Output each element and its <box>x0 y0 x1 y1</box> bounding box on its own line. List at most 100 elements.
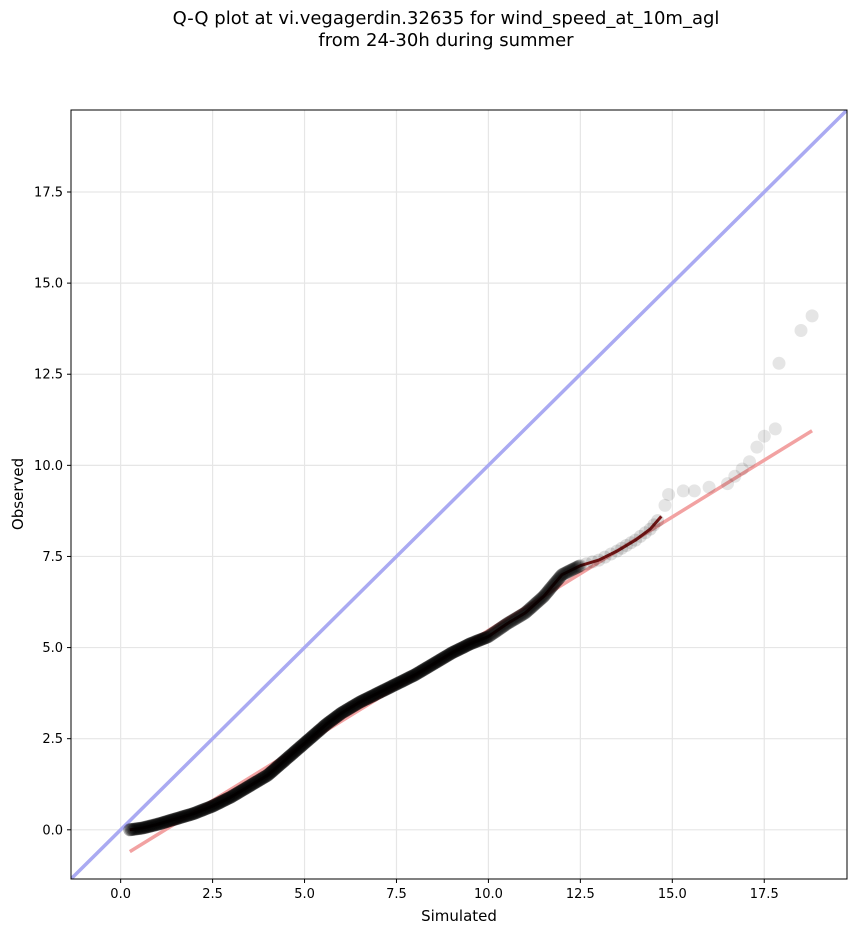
qq-point <box>401 672 414 685</box>
qq-point <box>360 692 374 706</box>
x-tick-label: 12.5 <box>566 887 595 902</box>
qq-point <box>203 800 217 814</box>
qq-point <box>526 599 540 613</box>
qq-point <box>474 633 487 647</box>
qq-point <box>540 585 554 599</box>
qq-point <box>470 634 484 648</box>
reference-line <box>71 110 847 879</box>
qq-point <box>350 697 364 711</box>
qq-point <box>374 685 387 699</box>
qq-point <box>131 822 145 836</box>
qq-point <box>138 820 152 834</box>
qq-point <box>557 567 571 580</box>
qq-point <box>647 518 661 532</box>
qq-point <box>166 813 180 827</box>
qq-point <box>370 687 384 701</box>
qq-point <box>244 778 258 792</box>
qq-point <box>528 597 542 611</box>
qq-point <box>270 760 284 774</box>
qq-point <box>383 680 397 694</box>
qq-point <box>152 817 166 831</box>
qq-point <box>424 658 438 672</box>
qq-point <box>189 806 202 820</box>
qq-point <box>414 664 428 678</box>
qq-point <box>319 718 333 732</box>
qq-point <box>273 757 287 771</box>
qq-point <box>224 790 238 804</box>
qq-point <box>533 593 546 607</box>
qq-point <box>213 796 227 809</box>
qq-tail-point <box>743 455 756 469</box>
qq-point <box>428 656 441 670</box>
qq-point <box>570 560 584 574</box>
qq-point <box>586 555 600 569</box>
qq-point <box>388 678 402 692</box>
qq-point <box>261 768 275 782</box>
qq-point <box>140 820 154 834</box>
qq-point <box>320 717 334 731</box>
qq-point <box>559 566 573 580</box>
qq-point <box>435 652 449 666</box>
qq-point <box>217 794 231 808</box>
qq-point <box>472 633 486 647</box>
qq-point <box>484 628 498 642</box>
qq-point <box>382 681 396 695</box>
qq-point <box>297 737 310 751</box>
qq-point <box>450 644 463 658</box>
qq-point <box>250 775 264 789</box>
qq-point <box>393 675 407 689</box>
qq-point <box>459 639 473 653</box>
qq-point <box>348 698 362 712</box>
qq-point <box>447 645 461 659</box>
qq-point <box>516 607 530 621</box>
qq-point <box>174 810 188 824</box>
qq-point <box>337 705 351 719</box>
qq-tail-point <box>757 429 771 443</box>
qq-point <box>410 666 424 680</box>
qq-point <box>512 610 526 624</box>
qq-point <box>549 575 562 589</box>
qq-point <box>397 673 411 687</box>
y-tick-label: 0.0 <box>42 823 63 838</box>
plot-frame <box>70 109 848 880</box>
qq-point <box>517 607 531 621</box>
qq-point <box>251 774 265 788</box>
qq-point <box>146 818 160 832</box>
x-tick-label: 17.5 <box>750 887 779 902</box>
qq-point <box>423 659 437 673</box>
qq-point <box>123 823 137 837</box>
qq-point <box>545 580 559 594</box>
qq-point <box>416 663 430 677</box>
qq-point <box>343 701 357 715</box>
qq-point <box>480 630 494 644</box>
qq-tail-point <box>805 309 819 323</box>
x-tick-label: 5.0 <box>294 887 315 902</box>
qq-point <box>307 728 321 742</box>
qq-point <box>292 741 306 755</box>
qq-point <box>475 632 489 646</box>
qq-point <box>183 808 197 822</box>
qq-point <box>638 526 652 540</box>
qq-point <box>126 822 140 836</box>
y-tick-label: 2.5 <box>42 732 63 747</box>
qq-tail-point <box>768 422 782 436</box>
qq-point <box>206 799 220 813</box>
qq-point <box>502 615 516 629</box>
qq-point <box>219 792 233 806</box>
qq-point <box>550 573 564 587</box>
qq-point <box>564 563 578 577</box>
qq-point <box>218 793 232 807</box>
qq-point <box>336 705 349 719</box>
qq-point <box>519 605 533 619</box>
qq-point <box>499 618 513 632</box>
qq-tail-point <box>772 356 786 370</box>
qq-point <box>160 815 174 829</box>
qq-point <box>185 807 199 821</box>
qq-point <box>339 703 353 717</box>
qq-point <box>264 765 278 779</box>
qq-point <box>544 581 558 595</box>
qq-point <box>555 568 569 582</box>
qq-point <box>293 740 307 754</box>
qq-point <box>173 811 187 825</box>
qq-point <box>551 572 565 586</box>
